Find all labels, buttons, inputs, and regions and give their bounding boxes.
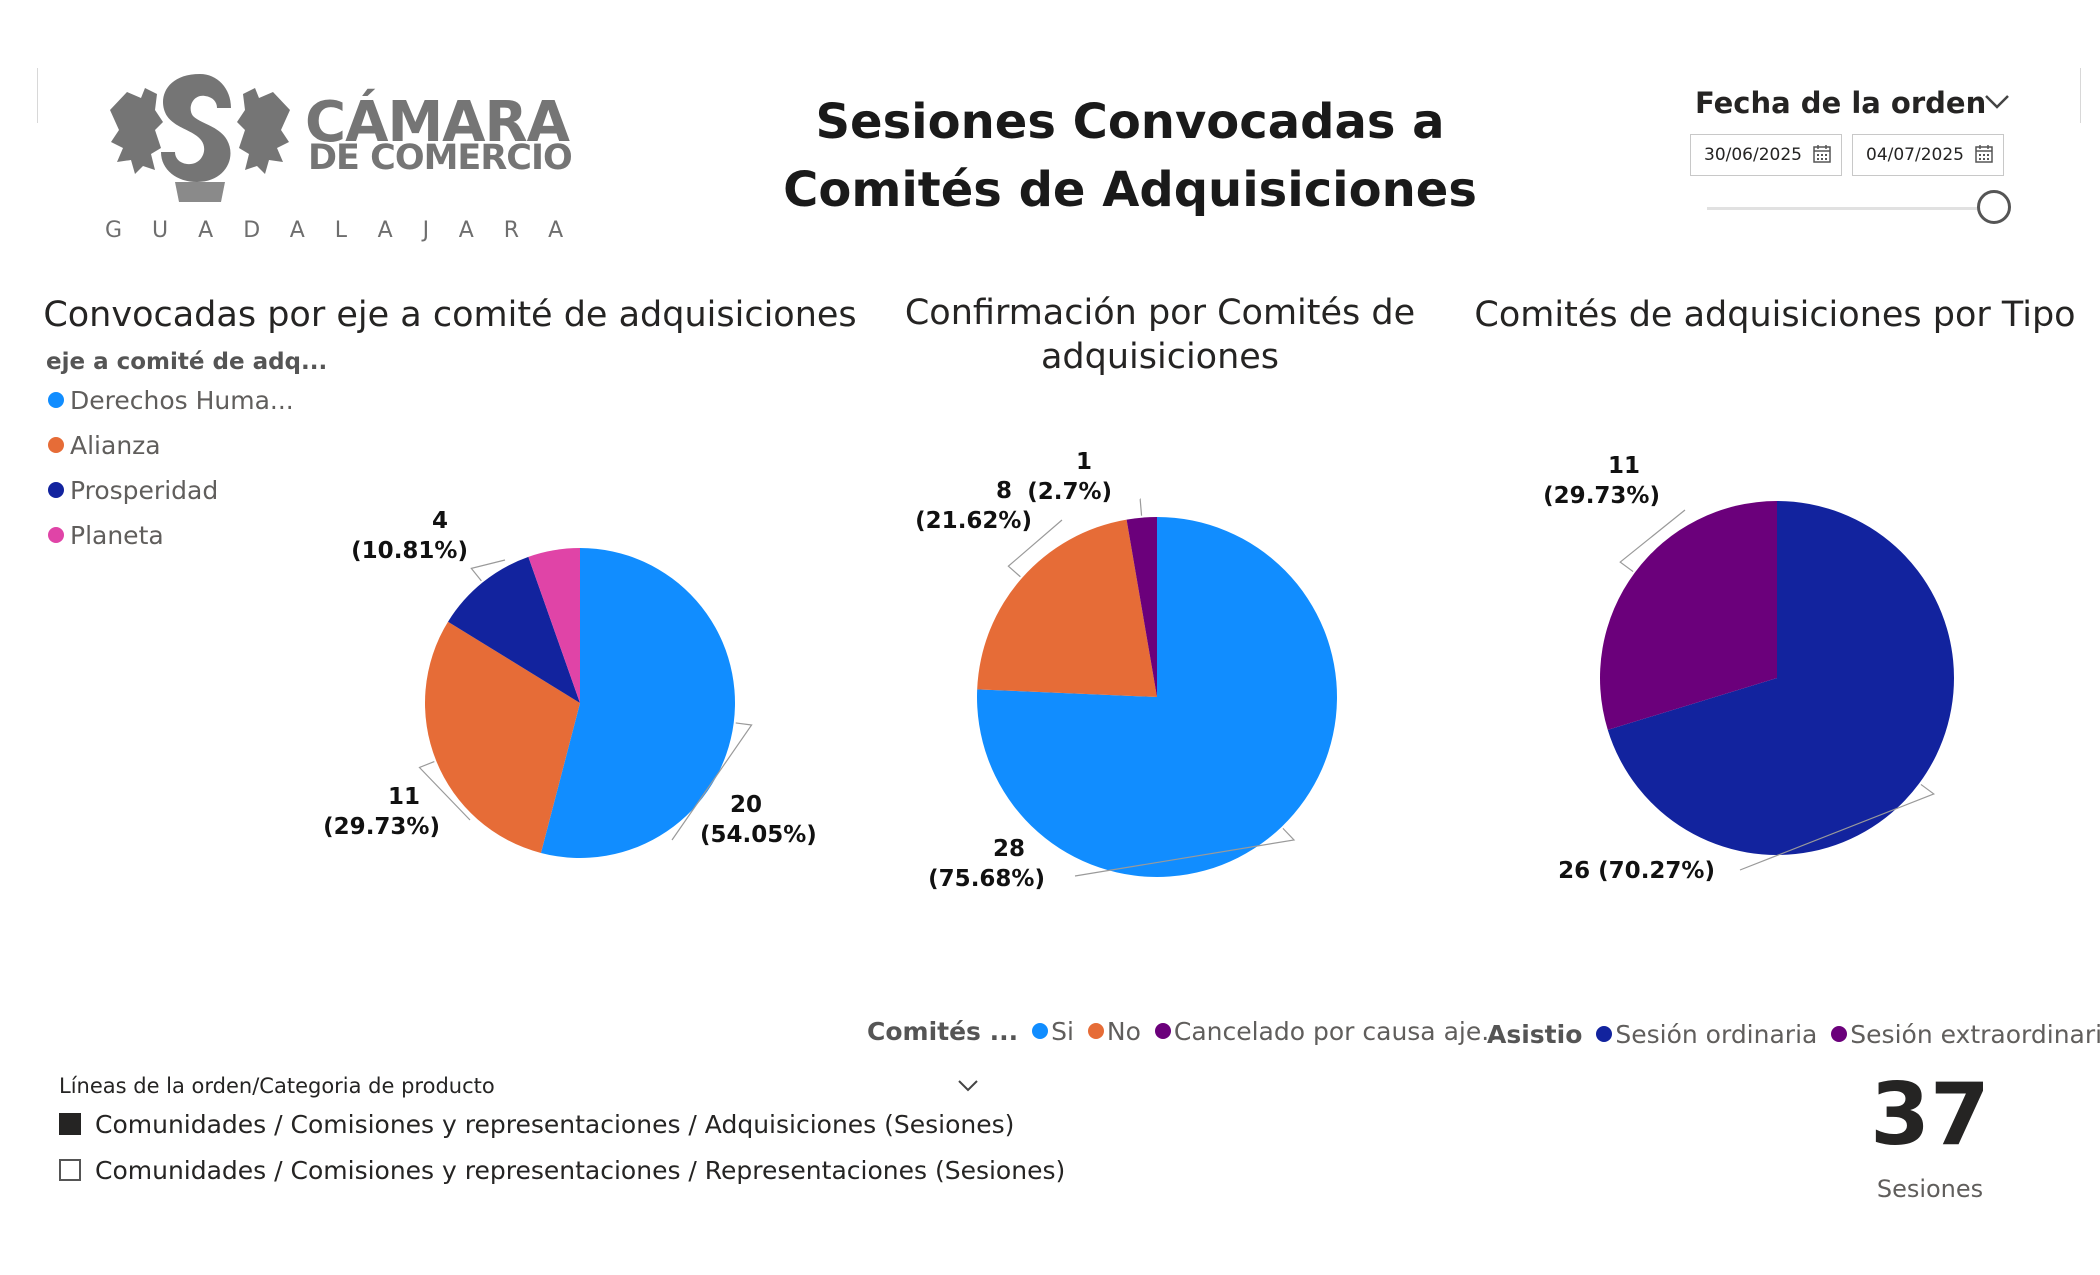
chevron-down-icon[interactable] xyxy=(1980,86,2014,116)
data-label-leader xyxy=(1139,498,1143,516)
data-label-percent: (21.62%) xyxy=(915,508,1032,534)
data-label-percent: (54.05%) xyxy=(700,822,817,848)
date-end-value: 04/07/2025 xyxy=(1866,145,1964,165)
legend-dot xyxy=(1032,1023,1049,1039)
chart1-title: Convocadas por eje a comité de adquisici… xyxy=(43,295,857,335)
legend-dot xyxy=(48,437,64,453)
legend-dot xyxy=(1154,1023,1171,1039)
legend-item[interactable]: No xyxy=(1087,1017,1141,1046)
legend3-title: Asistio xyxy=(1487,1020,1583,1049)
legend-dot xyxy=(48,392,64,408)
legend-dot xyxy=(1087,1023,1104,1039)
data-label-value: 8 xyxy=(996,478,1012,504)
page-title: Sesiones Convocadas a Comités de Adquisi… xyxy=(783,94,1477,218)
legend-item[interactable]: Si xyxy=(1032,1017,1074,1046)
data-label-value: 28 xyxy=(993,836,1025,862)
calendar-icon[interactable] xyxy=(1813,145,1831,163)
legend1-title: eje a comité de adq... xyxy=(46,349,328,375)
legend-item-label: No xyxy=(1106,1017,1141,1046)
pie-slice[interactable] xyxy=(1126,517,1157,697)
calendar-icon[interactable] xyxy=(1975,145,1993,163)
date-slider-track[interactable] xyxy=(1707,207,1992,210)
legend-dot xyxy=(48,482,64,498)
legend2: Comités ... Si No Cancelado por causa aje… xyxy=(867,1017,1511,1046)
logo-city: GUADALAJARA xyxy=(105,218,594,243)
data-label-value: 11 xyxy=(1608,453,1640,479)
chart3-title: Comités de adquisiciones por Tipo xyxy=(1474,295,2076,335)
data-label-leader xyxy=(470,559,506,582)
logo-wordmark-line1: CÁMARA xyxy=(305,90,570,155)
pie-slice[interactable] xyxy=(528,548,580,703)
data-label-leader xyxy=(418,760,471,821)
legend-item-label: Alianza xyxy=(70,431,161,460)
category-option[interactable]: Comunidades / Comisiones y representacio… xyxy=(59,1156,1065,1185)
pie-slice[interactable] xyxy=(977,519,1157,697)
data-label-leader xyxy=(1074,827,1296,877)
legend-item-label: Cancelado por causa aje... xyxy=(1173,1017,1506,1046)
chevron-down-icon[interactable] xyxy=(955,1073,981,1097)
frame-divider xyxy=(37,68,38,123)
date-start-input[interactable]: 30/06/2025 xyxy=(1690,134,1842,176)
data-label-value: 1 xyxy=(1076,449,1092,475)
legend-item[interactable]: Cancelado por causa aje... xyxy=(1154,1017,1506,1046)
legend-item-label: Sesión extraordinaria xyxy=(1850,1020,2100,1049)
date-slicer-title: Fecha de la orden xyxy=(1695,86,1987,120)
data-label-percent: (29.73%) xyxy=(323,814,440,840)
logo: CÁMARA DE COMERCIO GUADALAJARA xyxy=(105,70,575,250)
pie-slice[interactable] xyxy=(424,621,580,853)
pie-slice[interactable] xyxy=(1607,501,1954,856)
legend-item[interactable]: Sesión extraordinaria xyxy=(1831,1020,2100,1049)
kpi-value: 37 xyxy=(1870,1065,1990,1165)
data-label-value: 4 xyxy=(432,508,448,534)
pie-slice[interactable] xyxy=(540,548,736,858)
data-label-leader xyxy=(1007,519,1063,578)
legend-item[interactable]: Alianza xyxy=(48,431,161,460)
data-label-percent: (75.68%) xyxy=(928,866,1045,892)
date-end-input[interactable]: 04/07/2025 xyxy=(1852,134,2004,176)
legend2-title: Comités ... xyxy=(867,1017,1019,1046)
checkbox-checked[interactable] xyxy=(59,1113,81,1135)
legend-dot xyxy=(48,527,64,543)
data-label-value: 26 (70.27%) xyxy=(1558,858,1715,884)
data-label-leader xyxy=(1739,783,1936,871)
logo-emblem-icon xyxy=(110,74,290,202)
chart2-title: Confirmación por Comités de adquisicione… xyxy=(904,293,1416,377)
kpi-label: Sesiones xyxy=(1876,1175,1984,1203)
date-start-value: 30/06/2025 xyxy=(1704,145,1802,165)
legend3: Asistio Sesión ordinaria Sesión extraordi… xyxy=(1487,1020,2100,1049)
legend-item-label: Derechos Huma... xyxy=(70,386,294,415)
legend-dot xyxy=(1831,1026,1848,1042)
data-label-percent: (10.81%) xyxy=(351,538,468,564)
data-label-percent: (2.7%) xyxy=(1027,479,1112,505)
data-label-leader xyxy=(671,722,753,841)
checkbox-unchecked[interactable] xyxy=(59,1159,81,1181)
data-label-percent: (29.73%) xyxy=(1543,483,1660,509)
pie-slice[interactable] xyxy=(1600,501,1777,730)
legend-item-label: Si xyxy=(1051,1017,1074,1046)
data-label-leader xyxy=(1619,509,1686,573)
category-option-label: Comunidades / Comisiones y representacio… xyxy=(95,1156,1066,1185)
legend-item[interactable]: Sesión ordinaria xyxy=(1596,1020,1817,1049)
legend-item[interactable]: Prosperidad xyxy=(48,476,218,505)
pie-slice[interactable] xyxy=(448,556,580,703)
legend-item[interactable]: Planeta xyxy=(48,521,164,550)
legend-item-label: Prosperidad xyxy=(70,476,219,505)
category-slicer-title: Líneas de la orden/Categoria de producto xyxy=(59,1074,495,1098)
legend-item[interactable]: Derechos Huma... xyxy=(48,386,294,415)
legend-item-label: Planeta xyxy=(70,521,164,550)
date-slider-handle[interactable] xyxy=(1977,190,2011,224)
logo-wordmark-line2: DE COMERCIO xyxy=(308,138,573,178)
frame-divider xyxy=(2080,68,2081,123)
data-label-value: 11 xyxy=(388,784,420,810)
legend-item-label: Sesión ordinaria xyxy=(1615,1020,1818,1049)
legend-dot xyxy=(1596,1026,1613,1042)
category-option[interactable]: Comunidades / Comisiones y representacio… xyxy=(59,1110,1014,1139)
category-option-label: Comunidades / Comisiones y representacio… xyxy=(95,1110,1015,1139)
data-label-value: 20 xyxy=(730,792,762,818)
